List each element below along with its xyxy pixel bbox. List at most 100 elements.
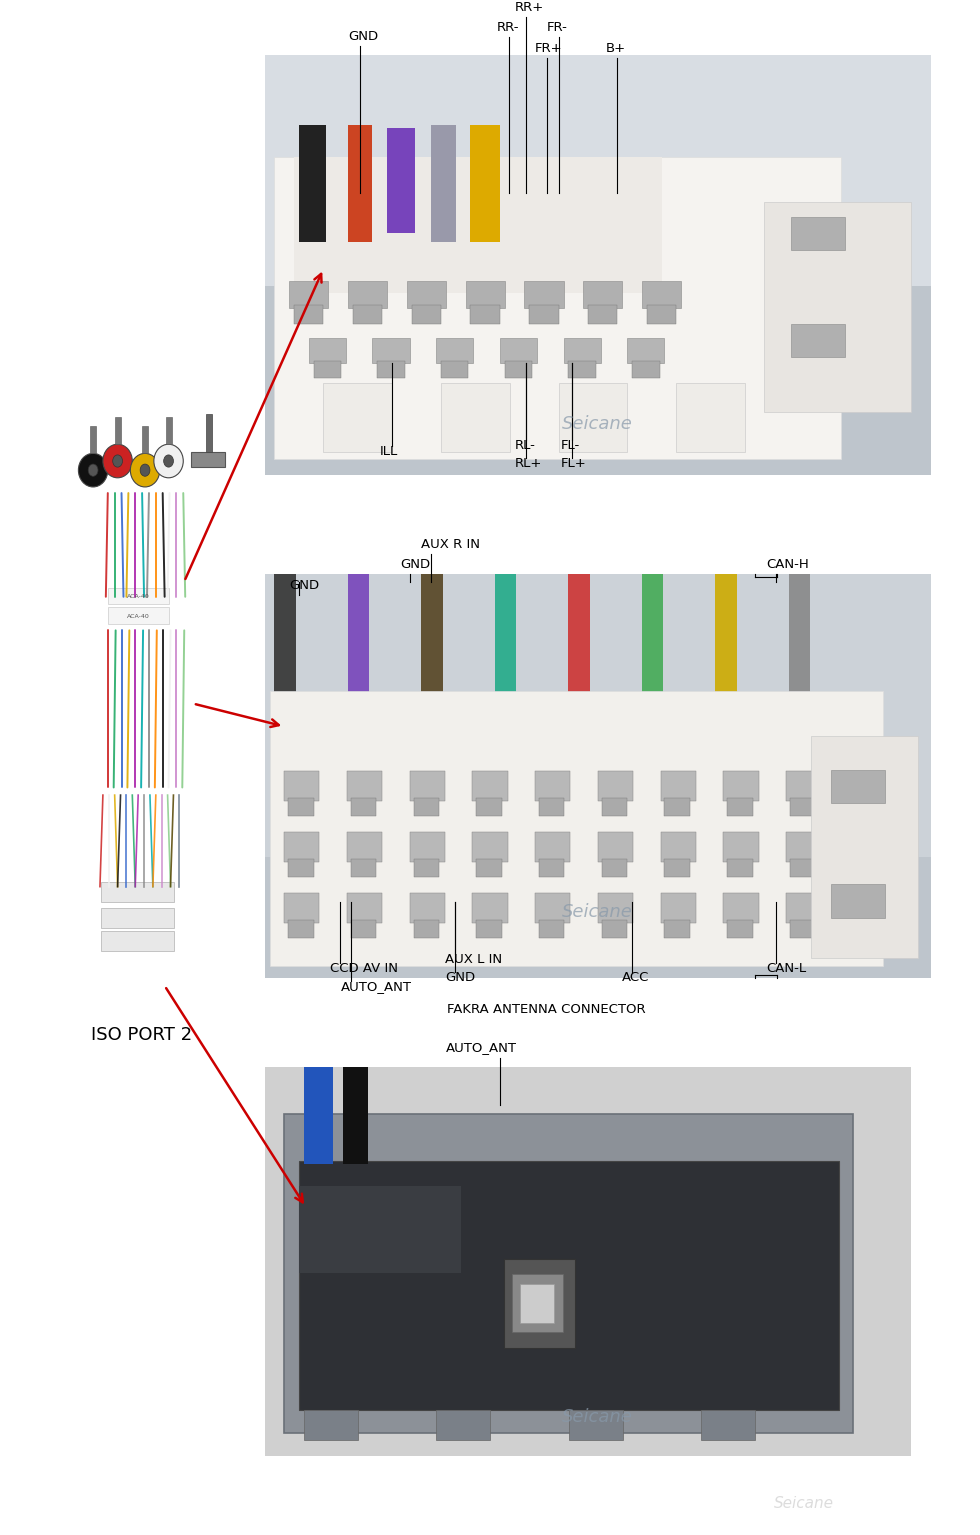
Bar (647, 305, 676, 324)
Bar (702, 1411, 756, 1440)
Bar (372, 338, 410, 362)
Text: RL+: RL+ (514, 457, 542, 470)
Text: CCD AV IN: CCD AV IN (330, 962, 398, 975)
Bar (519, 1283, 554, 1323)
Bar (108, 608, 169, 625)
Bar (727, 798, 753, 817)
Bar (108, 588, 169, 605)
Bar (723, 771, 759, 801)
Bar (790, 798, 815, 817)
Bar (412, 305, 441, 324)
Bar (568, 1411, 622, 1440)
Bar (535, 892, 570, 923)
Bar (101, 930, 174, 950)
Bar (348, 574, 369, 695)
Bar (410, 892, 445, 923)
Bar (284, 771, 319, 801)
Text: RR-: RR- (497, 21, 519, 34)
Bar (598, 892, 633, 923)
Bar (539, 860, 564, 878)
Bar (786, 832, 821, 863)
Bar (410, 832, 445, 863)
Bar (791, 324, 845, 358)
Bar (284, 892, 319, 923)
Bar (90, 425, 96, 453)
Bar (323, 384, 392, 451)
Bar (476, 860, 502, 878)
Ellipse shape (164, 454, 173, 467)
Ellipse shape (88, 464, 98, 476)
Bar (466, 281, 505, 309)
Bar (472, 832, 508, 863)
Bar (351, 860, 376, 878)
Bar (274, 158, 841, 459)
Text: FL-: FL- (561, 439, 580, 451)
Bar (811, 735, 917, 958)
Ellipse shape (154, 444, 183, 477)
Bar (351, 798, 376, 817)
Bar (598, 832, 633, 863)
Bar (476, 919, 502, 938)
Bar (414, 860, 439, 878)
Bar (661, 771, 696, 801)
Bar (166, 418, 171, 444)
Bar (529, 305, 559, 324)
Bar (676, 384, 745, 451)
Bar (115, 418, 121, 444)
Bar (414, 798, 439, 817)
Text: AUTO_ANT: AUTO_ANT (446, 1041, 516, 1055)
Bar (715, 574, 737, 695)
Bar (472, 892, 508, 923)
Bar (476, 798, 502, 817)
Text: RL-: RL- (514, 439, 535, 451)
Bar (270, 691, 883, 966)
Bar (539, 919, 564, 938)
Bar (790, 860, 815, 878)
Bar (441, 361, 468, 378)
Text: ILL: ILL (380, 445, 399, 457)
Text: CAN-L: CAN-L (766, 962, 807, 975)
Bar (664, 860, 690, 878)
Bar (348, 281, 387, 309)
Bar (351, 919, 376, 938)
Text: FL+: FL+ (561, 457, 586, 470)
Bar (206, 414, 212, 451)
Text: GND: GND (348, 31, 378, 43)
Bar (786, 892, 821, 923)
Text: RR+: RR+ (514, 2, 544, 14)
Bar (347, 771, 382, 801)
Bar (727, 919, 753, 938)
Text: ACA-40: ACA-40 (127, 614, 150, 619)
Text: FAKRA ANTENNA CONNECTOR: FAKRA ANTENNA CONNECTOR (447, 1004, 645, 1016)
Bar (642, 281, 681, 309)
Bar (431, 124, 456, 243)
Bar (353, 305, 382, 324)
Bar (470, 124, 500, 243)
Text: FR+: FR+ (535, 43, 563, 55)
Bar (414, 919, 439, 938)
Text: Seicane: Seicane (563, 414, 633, 433)
Bar (568, 574, 590, 695)
Bar (265, 55, 931, 286)
Ellipse shape (130, 453, 160, 487)
Bar (101, 909, 174, 927)
Text: AUX L IN: AUX L IN (445, 953, 502, 966)
Bar (288, 919, 314, 938)
Bar (642, 574, 663, 695)
Bar (661, 832, 696, 863)
Bar (288, 860, 314, 878)
Bar (504, 1259, 574, 1348)
Bar (348, 124, 372, 243)
Bar (265, 1067, 911, 1455)
Bar (831, 769, 885, 803)
Bar (583, 281, 622, 309)
Bar (304, 1067, 333, 1164)
Bar (564, 338, 601, 362)
Bar (535, 771, 570, 801)
Bar (602, 860, 627, 878)
Text: CAN-H: CAN-H (766, 557, 809, 571)
Bar (299, 1187, 461, 1273)
Bar (274, 574, 296, 695)
Bar (309, 338, 346, 362)
Bar (343, 1067, 368, 1164)
